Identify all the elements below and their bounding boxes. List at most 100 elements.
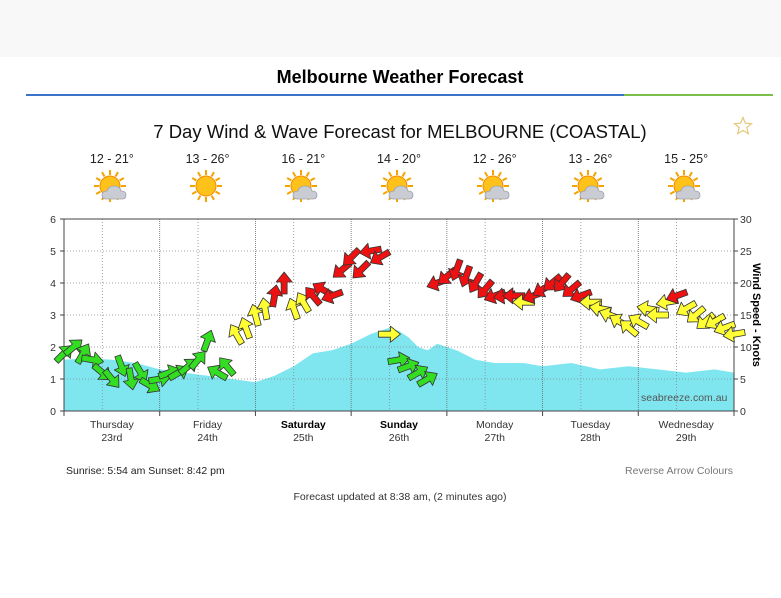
day-temp-range: 12 - 21° [89, 152, 134, 166]
wind-arrow-shape [113, 354, 130, 377]
x-day-date: 27th [484, 432, 505, 444]
wind-arrow-shape [247, 303, 264, 327]
wind-arrow-shape [321, 288, 344, 305]
sun-icon [189, 170, 222, 202]
wind-arrow [188, 350, 206, 371]
wind-arrow-shape [228, 324, 245, 346]
x-day-label: Saturday 25th [258, 419, 348, 445]
wind-arrow-shape [62, 339, 83, 357]
wind-arrow-shape [369, 248, 392, 266]
wind-arrow [113, 354, 130, 377]
top-band [0, 0, 781, 57]
wind-arrow-shape [722, 326, 746, 343]
x-day-label: Thursday 23rd [67, 419, 157, 445]
sun-cloud-icon [476, 170, 510, 202]
x-day-name: Sunday [380, 419, 418, 431]
wind-arrow [219, 357, 237, 377]
wind-arrow-shape [219, 357, 237, 377]
x-day-date: 26th [388, 432, 410, 444]
wind-arrow [646, 306, 669, 324]
y-tick-label-left: 5 [50, 246, 56, 258]
sun-cloud-icon [572, 170, 605, 202]
x-day-label: Friday 24th [163, 419, 253, 445]
x-day-name: Monday [476, 419, 514, 431]
y-tick-label-left: 2 [50, 342, 56, 354]
x-day-date: 23rd [101, 432, 123, 444]
wind-arrow [352, 259, 372, 279]
day-temp-range: 13 - 26° [568, 152, 613, 166]
sun-cloud-icon [93, 170, 127, 202]
wind-arrow-shape [237, 317, 254, 340]
y-tick-label-left: 3 [50, 310, 56, 322]
wind-arrow [321, 288, 344, 305]
sunrise-sunset: Sunrise: 5:54 am Sunset: 8:42 pm [66, 465, 225, 477]
x-day-name: Saturday [280, 419, 326, 431]
x-day-name: Friday [192, 419, 223, 431]
y-tick-label-left: 0 [50, 406, 56, 418]
y-tick-label-right: 25 [740, 246, 752, 258]
day-temp-range: 12 - 26° [472, 152, 517, 166]
wind-arrow-shape [646, 306, 669, 324]
wind-arrow [628, 313, 650, 330]
sun-cloud-icon [381, 170, 414, 202]
day-temp-range: 16 - 21° [281, 152, 326, 166]
forecast-updated: Forecast updated at 8:38 am, (2 minutes … [293, 491, 507, 503]
y-tick-label-right: 15 [740, 310, 752, 322]
y-tick-label-right: 0 [740, 406, 746, 418]
x-day-label: Sunday 26th [354, 419, 444, 445]
wind-arrow [247, 303, 264, 327]
wind-arrow-shape [132, 361, 149, 383]
x-day-label: Wednesday 29th [641, 419, 731, 445]
reverse-arrow-colours-link[interactable]: Reverse Arrow Colours [625, 465, 733, 477]
y-axis-right-label: Wind Speed - Knots [750, 263, 762, 367]
wind-arrow-shape [352, 259, 372, 279]
wind-arrow-shape [188, 350, 206, 371]
wind-arrow [266, 284, 284, 308]
wind-arrow-shape [416, 371, 438, 388]
title-rule-green [624, 94, 773, 96]
watermark: seabreeze.com.au [641, 392, 728, 404]
y-tick-label-left: 4 [50, 278, 56, 290]
title-rule-blue [26, 94, 624, 96]
wind-arrow [369, 248, 392, 266]
day-temp-range: 15 - 25° [664, 152, 709, 166]
wind-arrow [102, 368, 120, 388]
x-day-date: 29th [675, 432, 697, 444]
wind-arrow [199, 329, 216, 353]
x-day-label: Monday 27th [450, 419, 540, 445]
wind-arrow-shape [102, 368, 120, 388]
wind-arrow [237, 317, 254, 340]
wind-arrow [359, 242, 383, 260]
wind-arrow [378, 325, 401, 343]
wind-arrow-shape [359, 242, 383, 260]
y-tick-label-right: 20 [740, 278, 752, 290]
wind-arrow-shape [378, 325, 401, 343]
y-tick-label-right: 30 [740, 214, 752, 226]
wind-arrow [579, 293, 602, 311]
wind-arrow [416, 371, 438, 388]
y-tick-label-left: 6 [50, 214, 56, 226]
chart-title: 7 Day Wind & Wave Forecast for MELBOURNE… [153, 121, 647, 142]
page-title: Melbourne Weather Forecast [276, 67, 524, 87]
x-day-date: 24th [197, 432, 218, 444]
wind-arrow-shape [628, 313, 650, 330]
x-day-name: Wednesday [658, 419, 714, 431]
wind-arrow [665, 288, 689, 305]
y-tick-label-left: 1 [50, 374, 56, 386]
sun-cloud-icon [285, 170, 318, 202]
star-icon[interactable] [733, 116, 753, 136]
x-day-date: 25th [293, 432, 314, 444]
y-tick-label-right: 5 [740, 374, 746, 386]
wind-arrow [275, 271, 293, 295]
x-day-name: Thursday [89, 419, 134, 431]
wind-arrow [228, 324, 245, 346]
x-day-label: Tuesday 28th [545, 419, 635, 445]
wind-arrow-shape [266, 284, 284, 308]
wind-arrow [342, 247, 362, 266]
wind-arrow-shape [665, 288, 689, 305]
wind-arrow-shape [199, 329, 216, 353]
x-day-date: 28th [580, 432, 601, 444]
wind-arrow-shape [579, 293, 602, 311]
wind-arrow-shape [342, 247, 362, 266]
